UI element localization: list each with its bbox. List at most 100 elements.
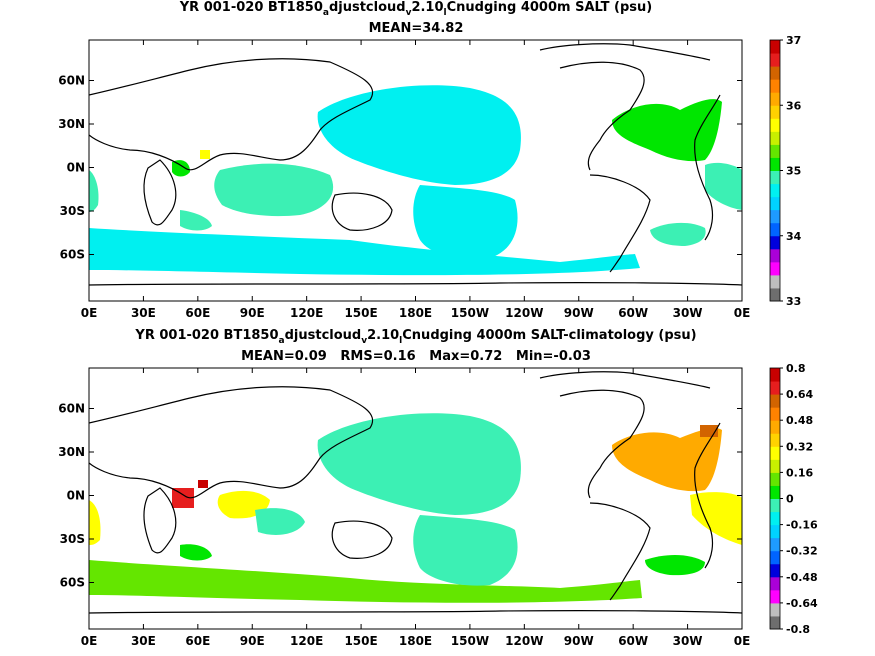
x-tick-label: 180E [399, 634, 432, 648]
colorbar-tick-label: 0.16 [786, 466, 813, 479]
colorbar-tick-label: 33 [786, 295, 801, 308]
region-north-pacific [317, 85, 521, 185]
x-axis-salt: 0E 30E 60E 90E 120E 150E 180E 150W 120W 90W 60W 30W… [81, 40, 751, 320]
colorbar-segment [770, 79, 780, 93]
map-panel-salt: YR 001-020 BT1850adjustcloudv2.10lCnudgi… [58, 0, 801, 320]
colorbar-tick-label: 0.8 [786, 362, 806, 375]
colorbar-segment [770, 563, 780, 578]
colorbar-segment [770, 183, 780, 198]
coastlines [89, 371, 742, 614]
colorbar-segment [770, 235, 780, 250]
x-tick-label: 120W [505, 634, 543, 648]
colorbar-segment [770, 589, 780, 604]
colorbar-segment [770, 537, 780, 552]
colorbar-salt-climatology: 0.8 0.64 0.48 0.32 0.16 0 -0.16 -0.32 -0.48 -0.64… [769, 362, 818, 636]
x-tick-label: 90W [564, 306, 594, 320]
colorbar-tick-label: -0.48 [786, 571, 818, 584]
colorbar-tick-label: 35 [786, 165, 801, 178]
x-tick-label: 180E [399, 306, 432, 320]
x-tick-label: 30E [131, 634, 156, 648]
colorbar-tick-label: 34 [786, 230, 802, 243]
y-tick-label: 30N [58, 445, 85, 459]
x-tick-label: 60W [618, 306, 648, 320]
colorbar-segment [770, 459, 780, 473]
panel-title-salt: YR 001-020 BT1850adjustcloudv2.10lCnudgi… [179, 0, 652, 18]
colorbar-segment [770, 420, 780, 434]
colorbar-segment [770, 394, 780, 408]
colorbar-segment [770, 105, 780, 119]
colorbar-segment [770, 157, 780, 171]
colorbar-segment [770, 407, 780, 421]
colorbar-segment [770, 498, 780, 513]
y-axis-salt-climatology: 60N 30N 0N 30S 60S [58, 402, 742, 590]
colorbar-tick-label: 0.64 [786, 388, 813, 401]
panel-title-salt-climatology: YR 001-020 BT1850adjustcloudv2.10lCnudgi… [134, 328, 696, 346]
colorbar-segment [770, 472, 780, 486]
map-panel-salt-climatology: YR 001-020 BT1850adjustcloudv2.10lCnudgi… [58, 328, 818, 648]
colorbar-tick-label: -0.64 [786, 597, 818, 610]
colorbar-segment [770, 381, 780, 395]
x-tick-label: 30E [131, 306, 156, 320]
region-south-atlantic [690, 492, 742, 545]
colorbar-segment [770, 248, 780, 263]
region-southern-ocean [89, 228, 640, 276]
x-tick-label: 120W [505, 306, 543, 320]
colorbar-salt: 37 36 35 34 33 [769, 34, 802, 308]
map-field-salt [89, 40, 742, 301]
x-tick-label: 150E [344, 634, 377, 648]
colorbar-segment [770, 144, 780, 158]
region-north-pacific [317, 413, 521, 515]
colorbar-segment [770, 131, 780, 145]
y-tick-label: 0N [67, 489, 85, 503]
colorbar-tick-label: 36 [786, 99, 802, 112]
colorbar-segment [770, 209, 780, 224]
x-tick-label: 150E [344, 306, 377, 320]
region-southern-ocean [89, 560, 642, 603]
x-tick-label: 60E [185, 306, 210, 320]
y-tick-label: 60S [60, 248, 85, 262]
x-tick-label: 90W [564, 634, 594, 648]
colorbar-segment [770, 40, 780, 54]
region-arabian-sea [200, 150, 210, 159]
colorbar-segment [770, 524, 780, 539]
x-tick-label: 0E [81, 306, 98, 320]
colorbar-segment [770, 261, 780, 276]
colorbar-segment [770, 287, 780, 302]
colorbar-segment [770, 602, 780, 617]
y-tick-label: 60N [58, 74, 85, 88]
colorbar-segment [770, 222, 780, 237]
colorbar-segment [770, 433, 780, 447]
colorbar-segment [770, 615, 780, 630]
y-tick-label: 60S [60, 576, 85, 590]
x-tick-label: 0E [734, 306, 751, 320]
x-tick-label: 90E [240, 306, 265, 320]
region-south-pacific [413, 515, 518, 586]
colorbar-segment [770, 92, 780, 106]
x-tick-label: 120E [290, 634, 323, 648]
y-tick-label: 30N [58, 117, 85, 131]
x-tick-label: 30W [673, 634, 703, 648]
colorbar-tick-label: 0.48 [786, 414, 813, 427]
colorbar-segment [770, 66, 780, 80]
x-tick-label: 90E [240, 634, 265, 648]
x-tick-label: 150W [451, 306, 489, 320]
y-tick-label: 30S [60, 532, 85, 546]
colorbar-segment [770, 550, 780, 565]
colorbar-segment [770, 485, 780, 499]
y-tick-label: 0N [67, 161, 85, 175]
colorbar-tick-label: -0.16 [786, 519, 818, 532]
coastlines [89, 43, 742, 286]
y-tick-label: 30S [60, 204, 85, 218]
colorbar-segment [770, 53, 780, 67]
colorbar-tick-label: 0 [786, 493, 794, 506]
panel-subtitle-salt: MEAN=34.82 [369, 21, 464, 36]
y-axis-salt: 60N 30N 0N 30S 60S [58, 74, 742, 262]
x-tick-label: 0E [734, 634, 751, 648]
x-tick-label: 120E [290, 306, 323, 320]
colorbar-segment [770, 576, 780, 591]
colorbar-tick-label: 0.32 [786, 440, 813, 453]
colorbar-tick-label: -0.8 [786, 623, 810, 636]
region-indian-ocean [214, 163, 334, 217]
colorbar-tick-label: -0.32 [786, 545, 818, 558]
